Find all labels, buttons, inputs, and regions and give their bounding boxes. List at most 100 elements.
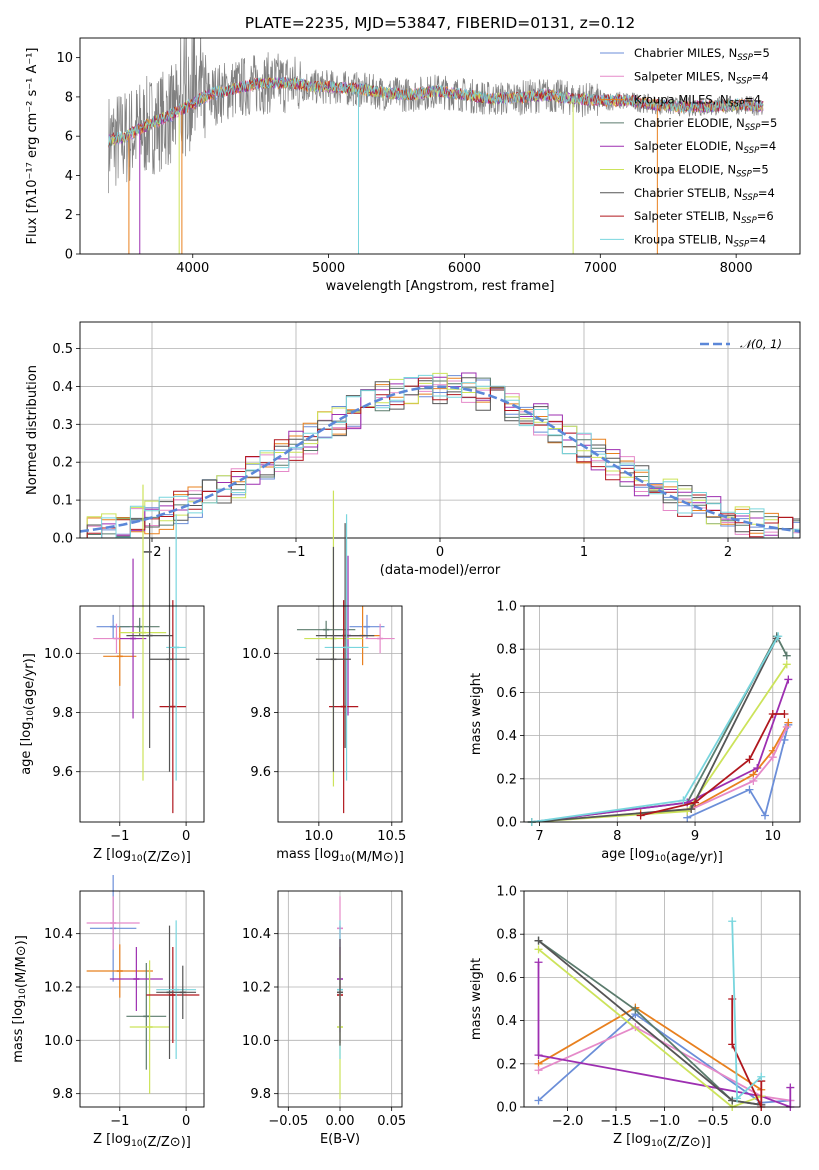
y-axis-label: age [log10(age/yr)] bbox=[19, 653, 37, 775]
axes-frame bbox=[277, 890, 403, 1108]
age-vs-mass-panel: 10.0 10.5 9.6 9.8 10.0 mass [log10(M/M⊙)] bbox=[242, 490, 406, 865]
axes-frame bbox=[277, 605, 403, 823]
y-tick-label: 10.0 bbox=[242, 647, 271, 662]
y-axis-label: mass weight bbox=[469, 958, 484, 1040]
y-tick-label: 0.5 bbox=[52, 342, 73, 357]
legend-label: 𝒩(0, 1) bbox=[740, 337, 782, 351]
gridlines bbox=[278, 606, 402, 822]
gridlines bbox=[524, 605, 800, 823]
axes-frame bbox=[523, 890, 801, 1108]
x-axis-label: Z [log10(Z/Z⊙)] bbox=[93, 847, 191, 865]
y-tick-label: 6 bbox=[65, 130, 73, 145]
x-tick-label: −1 bbox=[110, 829, 129, 844]
plus-marker bbox=[784, 718, 793, 727]
mass-weight-line bbox=[531, 634, 788, 823]
y-tick-label: 10.4 bbox=[44, 927, 73, 942]
y-tick-label: 0.4 bbox=[52, 380, 73, 395]
model-spectrum-line bbox=[108, 76, 764, 146]
plus-marker bbox=[631, 1005, 640, 1014]
y-tick-label: 0.8 bbox=[496, 643, 517, 658]
plus-marker bbox=[728, 917, 737, 926]
plus-marker bbox=[534, 945, 543, 954]
x-tick-label: 0.00 bbox=[326, 1114, 355, 1129]
x-axis-label: E(B-V) bbox=[320, 1132, 360, 1147]
x-tick-label: 10 bbox=[765, 829, 782, 844]
plus-marker bbox=[534, 1096, 543, 1105]
plot-area bbox=[80, 372, 800, 538]
y-tick-label: 1.0 bbox=[496, 885, 517, 900]
y-tick-label: 0.1 bbox=[52, 494, 73, 509]
plus-marker bbox=[786, 1083, 795, 1092]
legend-label: Chabrier STELIB, NSSP=4 bbox=[634, 186, 775, 203]
residual-histogram bbox=[80, 377, 800, 538]
residual-histogram bbox=[80, 372, 800, 538]
mass-weight-line bbox=[538, 1026, 791, 1102]
residual-histogram bbox=[80, 377, 800, 538]
plus-marker bbox=[782, 651, 791, 660]
plus-marker bbox=[768, 710, 777, 718]
y-tick-label: 0.4 bbox=[496, 1014, 517, 1029]
gridlines bbox=[524, 890, 800, 1108]
x-axis-label: wavelength [Angstrom, rest frame] bbox=[326, 279, 555, 294]
plus-marker bbox=[691, 798, 700, 807]
y-tick-label: 4 bbox=[65, 169, 73, 184]
legend-label: Salpeter MILES, NSSP=4 bbox=[634, 69, 769, 86]
y-tick-label: 1.0 bbox=[496, 600, 517, 615]
mass-weight-line bbox=[686, 726, 788, 813]
plus-marker bbox=[784, 675, 793, 684]
y-tick-label: 0 bbox=[65, 248, 73, 263]
y-tick-label: 0.4 bbox=[496, 729, 517, 744]
mass-weight-line bbox=[731, 999, 763, 1108]
y-tick-label: 10.0 bbox=[44, 647, 73, 662]
y-tick-label: 8 bbox=[65, 90, 73, 105]
x-tick-label: 1 bbox=[580, 545, 588, 560]
x-tick-label: −1.0 bbox=[649, 1114, 681, 1129]
plot-area bbox=[527, 632, 793, 826]
y-tick-label: 0.2 bbox=[496, 772, 517, 787]
y-axis-label: mass weight bbox=[469, 673, 484, 755]
mass-weight-vs-metallicity-panel: −2.0 −1.5 −1.0 −0.5 0.0 0.0 0.2 0.4 0.6 0.8 1.0 Z [… bbox=[469, 885, 801, 1150]
mass-weight-line bbox=[537, 948, 762, 1109]
plus-marker bbox=[757, 1072, 766, 1081]
plot-area bbox=[534, 917, 795, 1111]
x-tick-label: 0 bbox=[182, 829, 190, 844]
y-axis-label: mass [log10(M/M⊙)] bbox=[11, 935, 29, 1063]
x-tick-label: −0.05 bbox=[268, 1114, 308, 1129]
legend-label: Kroupa ELODIE, NSSP=5 bbox=[634, 163, 769, 180]
x-tick-label: −2 bbox=[142, 545, 161, 560]
legend-label: Kroupa MILES, NSSP=4 bbox=[634, 93, 761, 110]
x-tick-label: 10.0 bbox=[304, 829, 333, 844]
histograms bbox=[80, 372, 800, 538]
plus-marker bbox=[768, 753, 777, 762]
plus-marker bbox=[780, 710, 789, 718]
residuals-panel: −2 −1 0 1 2 0.0 0.1 0.2 0.3 0.4 0.5 (data-model)/er… bbox=[25, 321, 801, 578]
axes-frame bbox=[523, 605, 801, 823]
axes-frame bbox=[79, 37, 801, 255]
plot-area bbox=[86, 875, 200, 1094]
y-tick-label: 10.2 bbox=[44, 981, 73, 996]
x-tick-label: 2 bbox=[724, 545, 732, 560]
normal-distribution-curve bbox=[80, 385, 800, 533]
spectrum-lines bbox=[108, 38, 764, 254]
x-axis-label: Z [log10(Z/Z⊙)] bbox=[93, 1132, 191, 1150]
plot-area bbox=[337, 896, 343, 1099]
axes-frame bbox=[79, 890, 205, 1108]
mass-vs-extinction-panel: −0.05 0.00 0.05 9.8 10.0 10.2 10.4 E(B-V) bbox=[242, 890, 406, 1147]
y-tick-label: 0.0 bbox=[496, 1101, 517, 1116]
plot-area bbox=[108, 38, 764, 254]
plot-area bbox=[296, 490, 395, 814]
x-axis-label: age [log10(age/yr)] bbox=[601, 847, 723, 865]
residual-histogram bbox=[80, 380, 800, 538]
plus-marker bbox=[636, 811, 645, 820]
residual-histogram bbox=[80, 377, 800, 538]
legend-label: Salpeter ELODIE, NSSP=4 bbox=[634, 139, 776, 156]
y-tick-label: 0.0 bbox=[52, 532, 73, 547]
plus-marker bbox=[534, 1051, 543, 1060]
figure-title: PLATE=2235, MJD=53847, FIBERID=0131, z=0… bbox=[245, 14, 635, 32]
y-tick-label: 9.8 bbox=[250, 1087, 271, 1102]
x-tick-label: 0.0 bbox=[751, 1114, 772, 1129]
x-tick-label: 8 bbox=[613, 829, 621, 844]
x-tick-label: 6000 bbox=[448, 261, 481, 276]
x-tick-label: −0.5 bbox=[697, 1114, 729, 1129]
